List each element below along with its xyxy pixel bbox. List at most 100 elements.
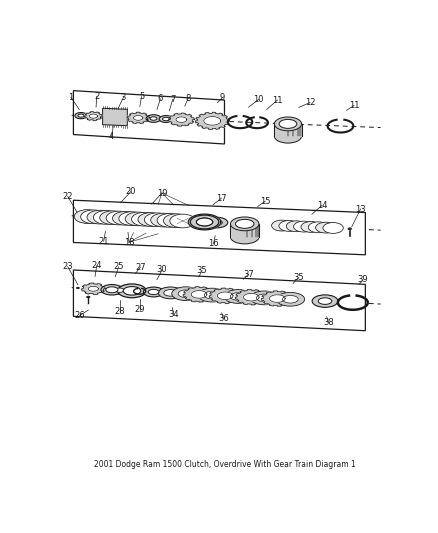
Ellipse shape bbox=[204, 292, 220, 299]
Ellipse shape bbox=[106, 211, 132, 225]
Ellipse shape bbox=[301, 222, 321, 232]
Ellipse shape bbox=[74, 209, 100, 223]
Text: 25: 25 bbox=[113, 262, 124, 271]
Ellipse shape bbox=[286, 221, 307, 232]
Polygon shape bbox=[176, 117, 187, 123]
Ellipse shape bbox=[157, 214, 183, 227]
Ellipse shape bbox=[87, 210, 113, 224]
Text: 2001 Dodge Ram 1500 Clutch, Overdrive With Gear Train Diagram 1: 2001 Dodge Ram 1500 Clutch, Overdrive Wi… bbox=[94, 459, 355, 469]
Ellipse shape bbox=[172, 287, 200, 301]
Polygon shape bbox=[85, 111, 102, 120]
Ellipse shape bbox=[274, 117, 301, 131]
Text: 5: 5 bbox=[139, 92, 144, 101]
Polygon shape bbox=[74, 91, 224, 144]
Text: 29: 29 bbox=[134, 305, 145, 314]
Polygon shape bbox=[188, 214, 221, 230]
Polygon shape bbox=[127, 112, 149, 124]
Ellipse shape bbox=[115, 288, 124, 292]
Text: 6: 6 bbox=[158, 94, 163, 103]
Ellipse shape bbox=[81, 210, 106, 224]
Ellipse shape bbox=[236, 220, 254, 228]
Polygon shape bbox=[261, 291, 293, 306]
Ellipse shape bbox=[224, 289, 252, 303]
Ellipse shape bbox=[279, 221, 299, 231]
Text: 26: 26 bbox=[74, 311, 85, 320]
Ellipse shape bbox=[106, 287, 118, 293]
Text: 11: 11 bbox=[349, 101, 359, 110]
Text: 20: 20 bbox=[125, 187, 136, 196]
Polygon shape bbox=[195, 112, 229, 130]
Text: 16: 16 bbox=[208, 239, 219, 248]
Text: 21: 21 bbox=[99, 237, 109, 246]
Text: 12: 12 bbox=[305, 98, 315, 107]
Ellipse shape bbox=[162, 117, 170, 121]
Text: 4: 4 bbox=[109, 132, 114, 141]
Polygon shape bbox=[204, 117, 221, 125]
Ellipse shape bbox=[316, 222, 336, 233]
Ellipse shape bbox=[348, 228, 351, 230]
Ellipse shape bbox=[76, 215, 80, 217]
Ellipse shape bbox=[283, 295, 298, 303]
Text: 37: 37 bbox=[243, 270, 254, 279]
Ellipse shape bbox=[150, 117, 157, 120]
Polygon shape bbox=[169, 113, 194, 126]
Ellipse shape bbox=[272, 220, 292, 231]
Ellipse shape bbox=[312, 295, 338, 308]
Polygon shape bbox=[74, 200, 365, 255]
Ellipse shape bbox=[125, 212, 151, 226]
Text: 30: 30 bbox=[157, 265, 167, 274]
Ellipse shape bbox=[100, 211, 126, 224]
Ellipse shape bbox=[75, 112, 87, 119]
Ellipse shape bbox=[101, 285, 123, 295]
Text: 19: 19 bbox=[157, 189, 167, 198]
Ellipse shape bbox=[230, 230, 259, 244]
Polygon shape bbox=[183, 287, 215, 302]
Ellipse shape bbox=[118, 284, 146, 298]
Ellipse shape bbox=[250, 291, 279, 305]
Text: 35: 35 bbox=[293, 273, 304, 282]
Ellipse shape bbox=[279, 119, 297, 128]
Ellipse shape bbox=[212, 220, 223, 225]
Polygon shape bbox=[102, 108, 127, 126]
Ellipse shape bbox=[164, 289, 177, 296]
Ellipse shape bbox=[151, 213, 177, 227]
Ellipse shape bbox=[293, 221, 314, 232]
Ellipse shape bbox=[323, 223, 343, 233]
Text: 8: 8 bbox=[185, 94, 191, 103]
Text: 1: 1 bbox=[68, 93, 74, 102]
Polygon shape bbox=[244, 293, 259, 301]
Polygon shape bbox=[217, 292, 233, 300]
Ellipse shape bbox=[146, 115, 161, 122]
Polygon shape bbox=[269, 295, 285, 302]
Text: 13: 13 bbox=[355, 205, 366, 214]
Text: 38: 38 bbox=[323, 318, 334, 327]
Text: 24: 24 bbox=[92, 261, 102, 270]
Ellipse shape bbox=[308, 222, 328, 233]
Text: 7: 7 bbox=[170, 95, 175, 104]
Ellipse shape bbox=[131, 212, 157, 226]
Ellipse shape bbox=[78, 114, 84, 117]
Ellipse shape bbox=[159, 287, 183, 299]
Polygon shape bbox=[191, 290, 207, 298]
Ellipse shape bbox=[143, 287, 164, 297]
Polygon shape bbox=[134, 116, 143, 120]
Text: 11: 11 bbox=[272, 95, 283, 104]
Ellipse shape bbox=[230, 217, 259, 231]
Ellipse shape bbox=[138, 213, 164, 227]
Ellipse shape bbox=[276, 293, 304, 306]
Text: 17: 17 bbox=[216, 193, 227, 203]
Text: 39: 39 bbox=[358, 276, 368, 285]
Ellipse shape bbox=[198, 288, 226, 302]
Text: 2: 2 bbox=[94, 92, 99, 101]
Ellipse shape bbox=[113, 212, 138, 225]
Ellipse shape bbox=[93, 211, 119, 224]
Ellipse shape bbox=[111, 286, 128, 294]
Ellipse shape bbox=[170, 214, 196, 228]
Ellipse shape bbox=[178, 290, 194, 297]
Text: 27: 27 bbox=[135, 263, 146, 271]
Ellipse shape bbox=[159, 116, 173, 123]
Text: 10: 10 bbox=[254, 95, 264, 104]
Polygon shape bbox=[74, 270, 365, 330]
Ellipse shape bbox=[145, 213, 170, 227]
Text: 35: 35 bbox=[197, 266, 207, 276]
